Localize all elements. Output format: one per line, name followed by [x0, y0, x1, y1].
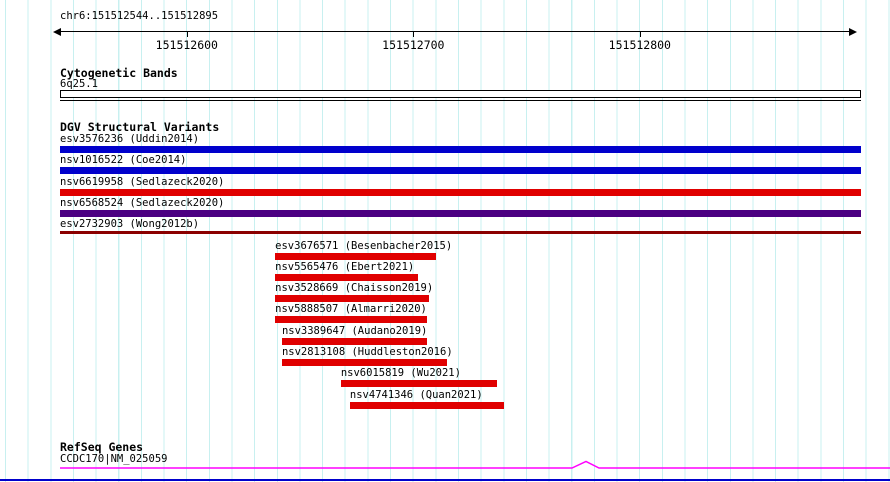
variant-label: nsv6619958 (Sedlazeck2020)	[60, 175, 225, 188]
variant-bar[interactable]	[275, 295, 430, 303]
variant-label: nsv2813108 (Huddleston2016)	[281, 346, 453, 358]
variant-label: nsv5888507 (Almarri2020)	[275, 303, 427, 316]
variant-bar[interactable]	[60, 146, 861, 153]
variant-label: esv3676571 (Besenbacher2015)	[275, 239, 453, 252]
scroll-left-arrow-icon[interactable]	[53, 28, 61, 36]
variant-label: esv2732903 (Wong2012b)	[60, 218, 200, 231]
ruler-tick	[639, 32, 641, 37]
variant-bar[interactable]	[281, 337, 427, 345]
refseq-gene-line[interactable]	[60, 460, 890, 469]
cytoband-label: 6q25.1	[60, 78, 98, 90]
variant-bar[interactable]	[275, 316, 427, 324]
variant-label: nsv6568524 (Sedlazeck2020)	[60, 196, 225, 209]
variant-label: nsv6015819 (Wu2021)	[340, 367, 461, 380]
ruler-tick-label: 151512700	[382, 38, 445, 52]
variant-bar[interactable]	[60, 167, 861, 175]
variant-bar[interactable]	[60, 209, 861, 217]
variant-label: nsv1016522 (Coe2014)	[60, 154, 187, 167]
ruler-tick-label: 151512600	[155, 38, 218, 52]
variant-label: nsv5565476 (Ebert2021)	[275, 260, 415, 273]
variant-bar[interactable]	[60, 231, 861, 235]
variant-bar[interactable]	[281, 359, 448, 366]
section-title-cytogenetic: Cytogenetic Bands	[60, 66, 178, 80]
refseq-gene-label: CCDC170|NM_025059	[60, 453, 168, 465]
variant-bar[interactable]	[60, 188, 861, 196]
ruler-tick	[413, 32, 415, 37]
variant-label: esv3576236 (Uddin2014)	[60, 133, 200, 145]
ruler-tick	[186, 32, 188, 37]
region-coordinates: chr6:151512544..151512895	[60, 10, 219, 22]
ruler-axis-line	[61, 31, 849, 32]
cytoband-baseline	[60, 100, 861, 101]
cytoband-glyph[interactable]	[60, 90, 861, 98]
variant-label: nsv3528669 (Chaisson2019)	[275, 282, 434, 295]
refseq-gene-track[interactable]	[0, 458, 890, 476]
variant-bar[interactable]	[340, 380, 498, 388]
variant-bar[interactable]	[349, 401, 504, 409]
scroll-right-arrow-icon[interactable]	[849, 28, 857, 36]
variant-label: nsv3389647 (Audano2019)	[281, 324, 428, 337]
section-title-dgv: DGV Structural Variants	[60, 120, 220, 134]
ruler-tick-label: 151512800	[608, 38, 671, 52]
variant-bar[interactable]	[275, 273, 418, 281]
section-title-refseq: RefSeq Genes	[60, 440, 144, 454]
variant-bar[interactable]	[275, 252, 436, 260]
bottom-border-line	[0, 479, 890, 481]
variant-label: nsv4741346 (Quan2021)	[349, 388, 483, 401]
